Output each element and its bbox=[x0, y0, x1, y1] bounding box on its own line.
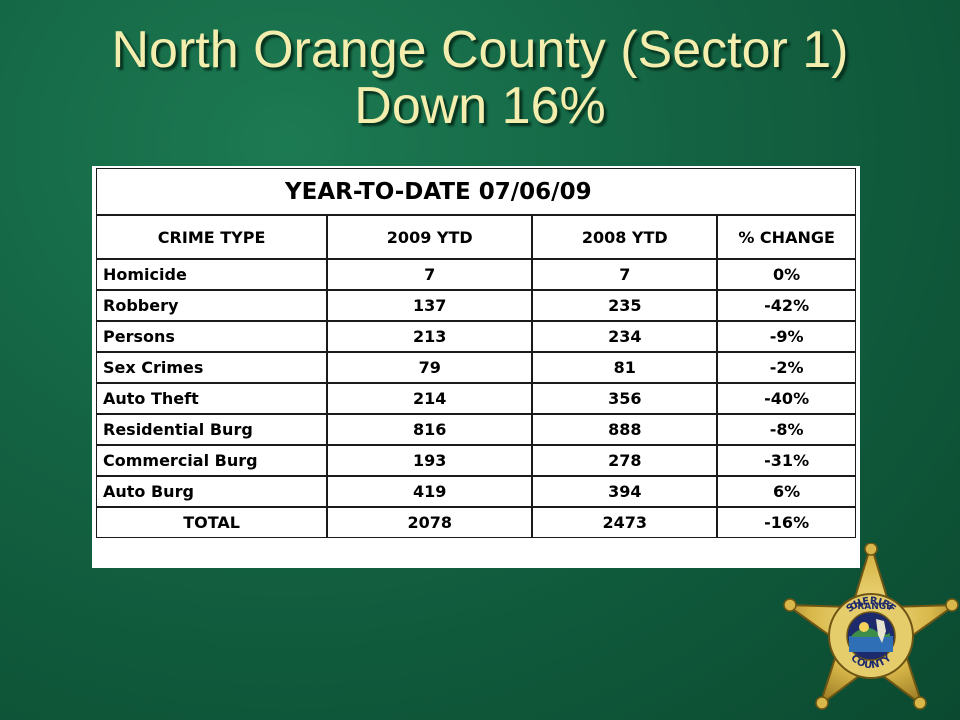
crime-type-cell: Auto Theft bbox=[96, 383, 328, 414]
ytd-2008-cell: 278 bbox=[532, 445, 718, 476]
ytd-2009-cell: 419 bbox=[327, 476, 533, 507]
table-total-row: TOTAL 2078 2473 -16% bbox=[96, 507, 856, 538]
percent-change-cell: -9% bbox=[717, 321, 856, 352]
crime-table-sheet: YEAR-TO-DATE 07/06/09 CRIME TYPE 2009 YT… bbox=[92, 166, 860, 568]
crime-type-cell: Commercial Burg bbox=[96, 445, 328, 476]
header-2009-ytd: 2009 YTD bbox=[327, 215, 533, 259]
table-row: Auto Burg 419 394 6% bbox=[96, 476, 856, 507]
total-2008-cell: 2473 bbox=[532, 507, 718, 538]
ytd-2009-cell: 214 bbox=[327, 383, 533, 414]
badge-orange-text: ORANGE bbox=[850, 602, 893, 612]
crime-type-cell: Sex Crimes bbox=[96, 352, 328, 383]
percent-change-cell: -42% bbox=[717, 290, 856, 321]
slide-title: North Orange County (Sector 1) Down 16% bbox=[0, 22, 960, 134]
total-percent-change-cell: -16% bbox=[717, 507, 856, 538]
badge-sheriff-text: SHERIFF bbox=[844, 596, 897, 615]
table-row: Robbery 137 235 -42% bbox=[96, 290, 856, 321]
header-crime-type: CRIME TYPE bbox=[96, 215, 328, 259]
badge-county-text: COUNTY bbox=[848, 652, 894, 671]
header-percent-change: % CHANGE bbox=[717, 215, 856, 259]
ytd-2008-cell: 234 bbox=[532, 321, 718, 352]
crime-type-cell: Robbery bbox=[96, 290, 328, 321]
ytd-2009-cell: 79 bbox=[327, 352, 533, 383]
percent-change-cell: -2% bbox=[717, 352, 856, 383]
ytd-2008-cell: 7 bbox=[532, 259, 718, 290]
percent-change-cell: -8% bbox=[717, 414, 856, 445]
table-header-row: CRIME TYPE 2009 YTD 2008 YTD % CHANGE bbox=[96, 215, 856, 259]
table-banner-row: YEAR-TO-DATE 07/06/09 bbox=[96, 168, 856, 215]
table-row: Homicide 7 7 0% bbox=[96, 259, 856, 290]
ytd-2009-cell: 193 bbox=[327, 445, 533, 476]
ytd-2008-cell: 356 bbox=[532, 383, 718, 414]
table-banner: YEAR-TO-DATE 07/06/09 bbox=[96, 168, 856, 215]
ytd-2008-cell: 888 bbox=[532, 414, 718, 445]
crime-type-cell: Residential Burg bbox=[96, 414, 328, 445]
ytd-2008-cell: 235 bbox=[532, 290, 718, 321]
percent-change-cell: 0% bbox=[717, 259, 856, 290]
ytd-2009-cell: 137 bbox=[327, 290, 533, 321]
percent-change-cell: 6% bbox=[717, 476, 856, 507]
slide-title-line2: Down 16% bbox=[354, 77, 606, 135]
header-2008-ytd: 2008 YTD bbox=[532, 215, 718, 259]
total-2009-cell: 2078 bbox=[327, 507, 533, 538]
ytd-2009-cell: 816 bbox=[327, 414, 533, 445]
ytd-2009-cell: 7 bbox=[327, 259, 533, 290]
svg-text:COUNTY: COUNTY bbox=[848, 652, 894, 671]
table-row: Commercial Burg 193 278 -31% bbox=[96, 445, 856, 476]
crime-type-cell: Auto Burg bbox=[96, 476, 328, 507]
slide-title-line1: North Orange County (Sector 1) bbox=[111, 21, 849, 79]
table-row: Sex Crimes 79 81 -2% bbox=[96, 352, 856, 383]
sheriff-star-badge-icon: SHERIFF ORANGE COUNTY bbox=[783, 543, 959, 710]
ytd-2009-cell: 213 bbox=[327, 321, 533, 352]
svg-text:SHERIFF: SHERIFF bbox=[844, 596, 897, 615]
percent-change-cell: -31% bbox=[717, 445, 856, 476]
table-row: Residential Burg 816 888 -8% bbox=[96, 414, 856, 445]
crime-type-cell: Homicide bbox=[96, 259, 328, 290]
table-row: Auto Theft 214 356 -40% bbox=[96, 383, 856, 414]
ytd-2008-cell: 394 bbox=[532, 476, 718, 507]
total-label-cell: TOTAL bbox=[96, 507, 328, 538]
table-row: Persons 213 234 -9% bbox=[96, 321, 856, 352]
ytd-2008-cell: 81 bbox=[532, 352, 718, 383]
crime-statistics-table: YEAR-TO-DATE 07/06/09 CRIME TYPE 2009 YT… bbox=[96, 168, 856, 538]
crime-type-cell: Persons bbox=[96, 321, 328, 352]
percent-change-cell: -40% bbox=[717, 383, 856, 414]
